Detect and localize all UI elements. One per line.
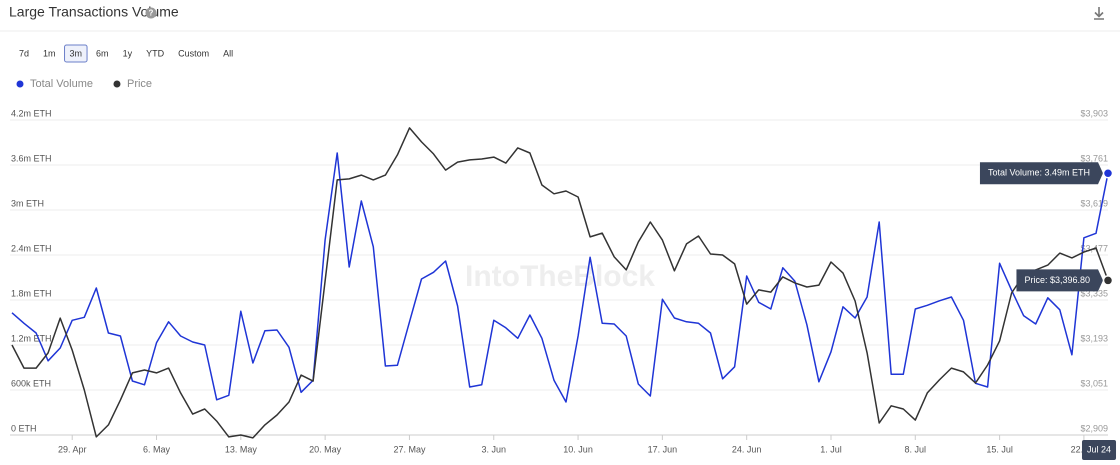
crosshair-badge: Jul 24 <box>1081 440 1117 460</box>
x-tick-label: 6. May <box>143 444 171 454</box>
range-button-box[interactable] <box>91 45 114 62</box>
crosshair-badge-box <box>1081 440 1117 460</box>
x-tick-label: 24. Jun <box>732 444 762 454</box>
range-button[interactable]: YTD <box>141 45 170 62</box>
range-button[interactable]: All <box>218 45 239 62</box>
y-tick-label: 1.8m ETH <box>11 288 52 298</box>
range-button-label[interactable]: 7d <box>19 48 29 58</box>
x-tick-label: 3. Jun <box>481 444 506 454</box>
y2-tick-label: $3,761 <box>1080 153 1108 163</box>
x-tick-label: 1. Jul <box>820 444 842 454</box>
y-tick-label: 3.6m ETH <box>11 153 52 163</box>
tooltip-text: Total Volume: 3.49m ETH <box>988 168 1090 178</box>
last-point-marker <box>1102 168 1114 179</box>
range-button-box[interactable] <box>64 44 88 63</box>
y-tick-label: 1.2m ETH <box>11 333 52 343</box>
download-icon[interactable] <box>1094 7 1104 20</box>
y2-tick-label: $2,909 <box>1080 423 1108 433</box>
tooltip-box <box>979 162 1103 185</box>
y2-tick-label: $3,193 <box>1080 333 1108 343</box>
range-button[interactable]: 3m <box>64 44 88 63</box>
range-button-label[interactable]: YTD <box>146 48 165 58</box>
tooltip: Price: $3,396.80 <box>1016 269 1103 292</box>
x-tick-label: 8. Jul <box>905 444 927 454</box>
tooltip-box <box>1016 269 1103 292</box>
legend-marker <box>16 80 24 88</box>
y2-tick-label: $3,335 <box>1080 288 1108 298</box>
range-button-label[interactable]: 3m <box>70 48 83 58</box>
range-button-label[interactable]: 6m <box>96 48 109 58</box>
svg-text:?: ? <box>149 9 154 18</box>
watermark: IntoTheBlock <box>465 260 655 293</box>
series-line <box>11 127 1109 439</box>
range-button[interactable]: 6m <box>91 45 114 62</box>
range-button-box[interactable] <box>38 45 61 62</box>
y-tick-label: 600k ETH <box>11 378 51 388</box>
crosshair-label: Jul 24 <box>1087 444 1111 454</box>
tooltip: Total Volume: 3.49m ETH <box>979 162 1103 185</box>
x-tick-label: 29. Apr <box>58 444 87 454</box>
range-button-box[interactable] <box>14 45 35 62</box>
range-button[interactable]: 1m <box>38 45 61 62</box>
y-tick-label: 0 ETH <box>11 423 37 433</box>
range-button[interactable]: 1y <box>117 45 138 62</box>
legend-label: Total Volume <box>30 78 93 90</box>
y2-tick-label: $3,051 <box>1080 378 1108 388</box>
last-point-marker <box>1102 275 1114 286</box>
help-icon[interactable]: ? <box>145 7 157 19</box>
range-button-label[interactable]: All <box>223 48 233 58</box>
series-line <box>11 152 1109 403</box>
tooltip-text: Price: $3,396.80 <box>1024 275 1090 285</box>
legend-marker <box>113 80 121 88</box>
x-tick-label: 20. May <box>309 444 342 454</box>
range-button[interactable]: Custom <box>173 45 215 62</box>
range-button-box[interactable] <box>141 45 170 62</box>
y2-tick-label: $3,619 <box>1080 198 1108 208</box>
x-tick-label: 17. Jun <box>648 444 678 454</box>
legend-label: Price <box>127 78 152 90</box>
range-button-box[interactable] <box>218 45 239 62</box>
x-tick-label: 13. May <box>225 444 258 454</box>
y-tick-label: 2.4m ETH <box>11 243 52 253</box>
y-tick-label: 4.2m ETH <box>11 108 52 118</box>
range-button-label[interactable]: Custom <box>178 48 209 58</box>
range-button-box[interactable] <box>117 45 138 62</box>
y2-tick-label: $3,903 <box>1080 108 1108 118</box>
range-button[interactable]: 7d <box>14 45 35 62</box>
range-button-box[interactable] <box>173 45 215 62</box>
x-tick-label: 27. May <box>393 444 426 454</box>
range-button-label[interactable]: 1y <box>123 48 133 58</box>
range-button-label[interactable]: 1m <box>43 48 56 58</box>
x-tick-label: 15. Jul <box>986 444 1013 454</box>
x-tick-label: 10. Jun <box>563 444 593 454</box>
chart-title: Large Transactions Volume <box>9 4 179 20</box>
y-tick-label: 3m ETH <box>11 198 44 208</box>
